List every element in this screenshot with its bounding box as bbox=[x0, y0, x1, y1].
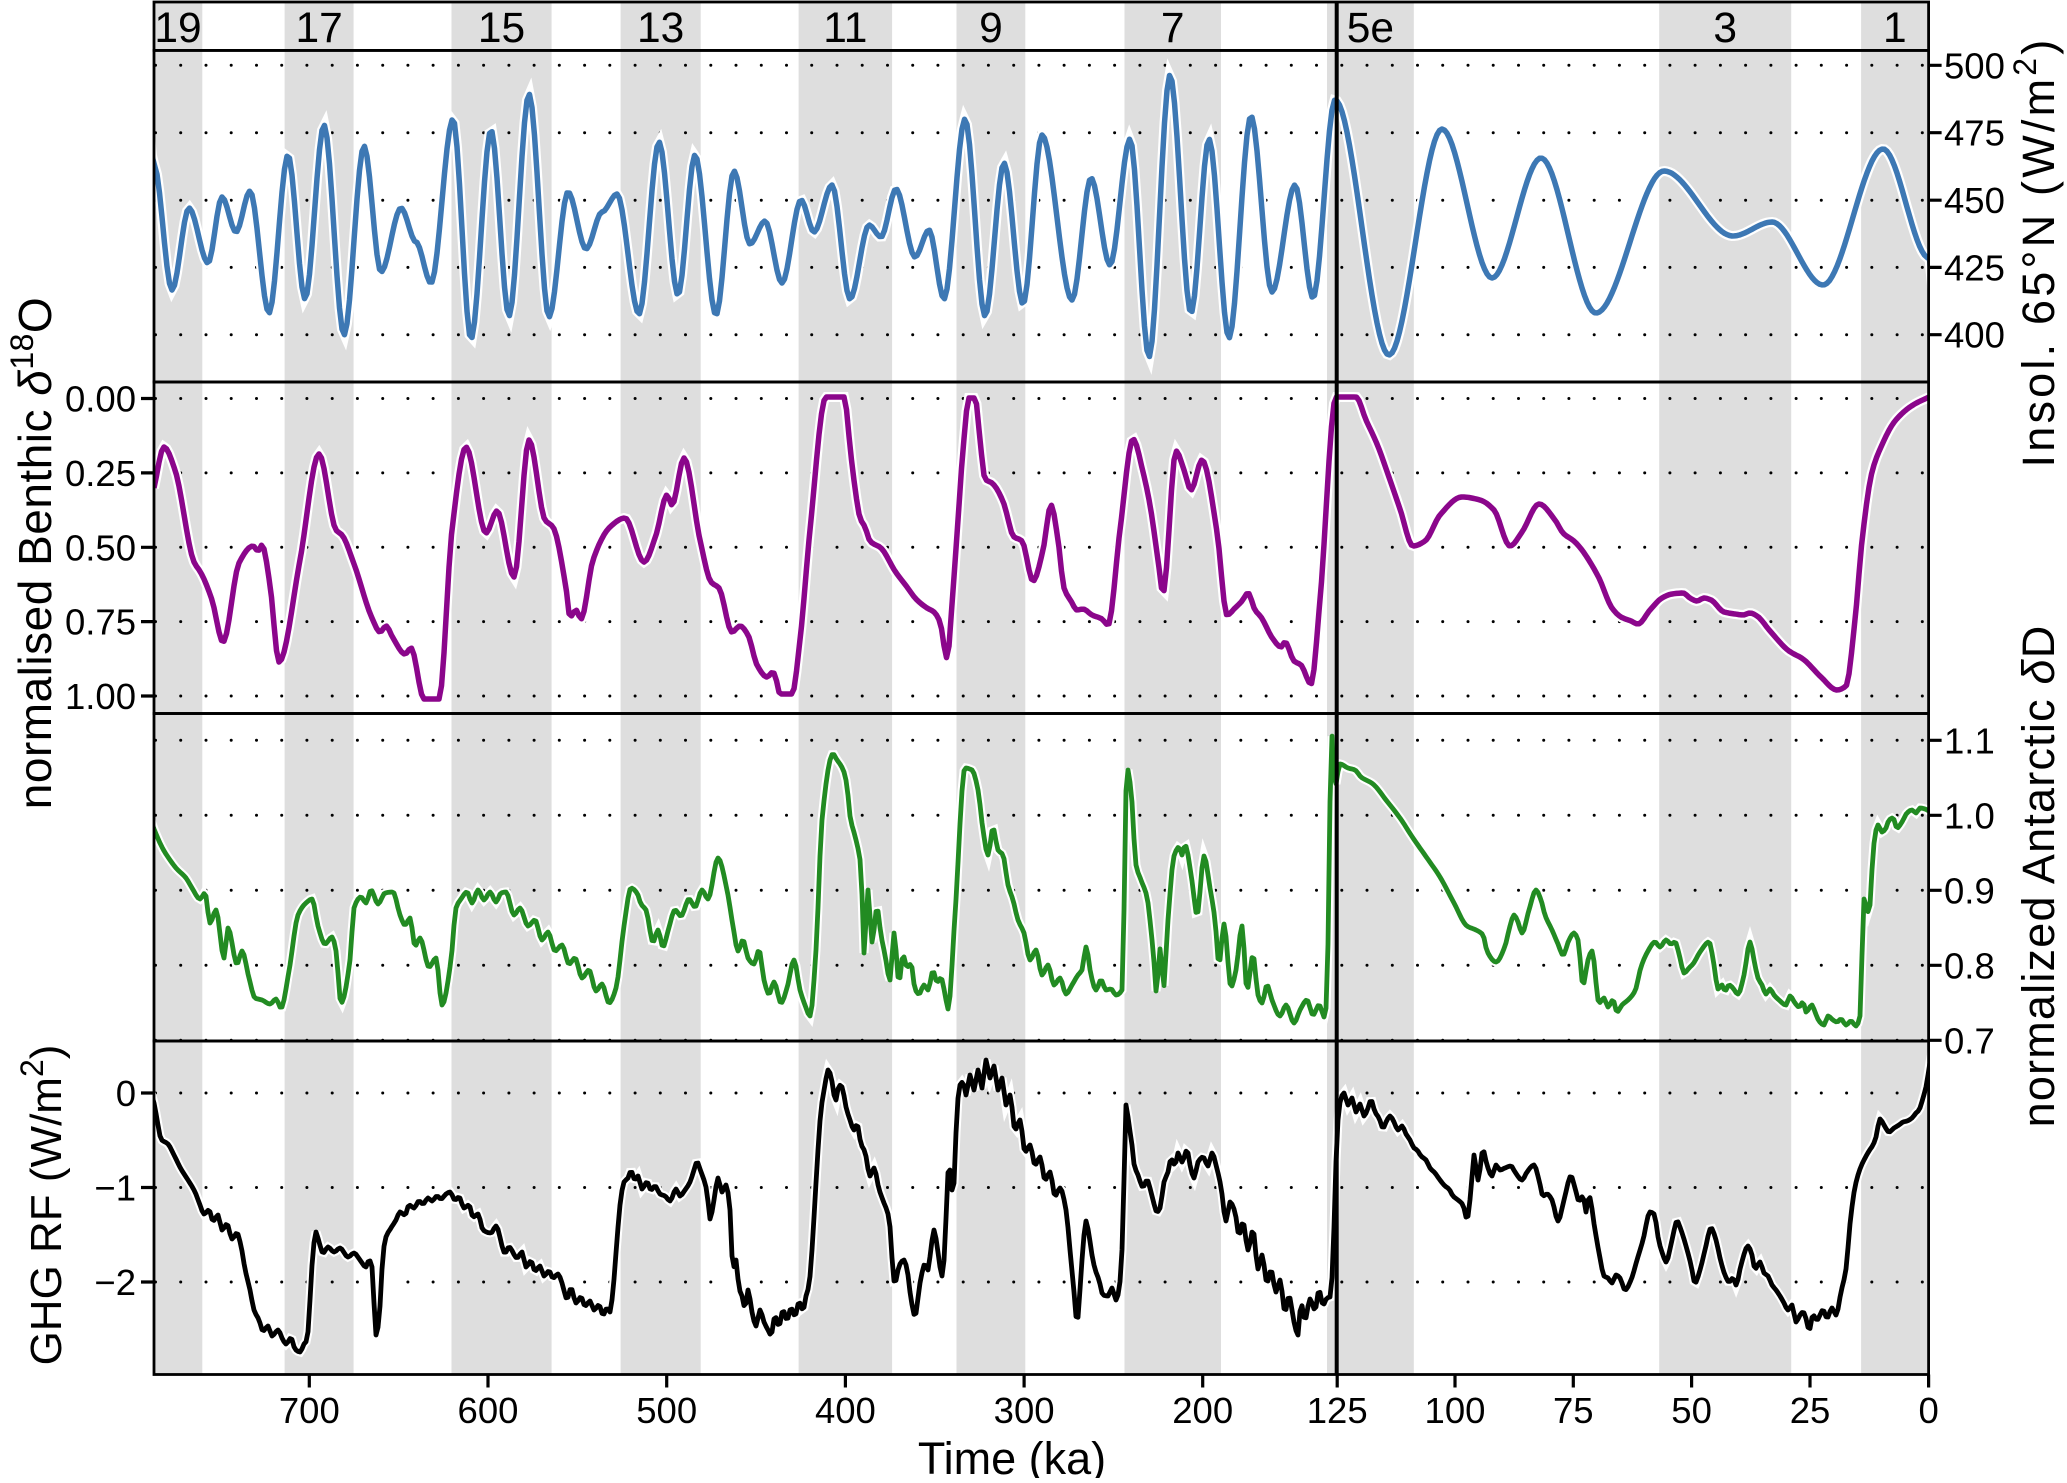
svg-text:0.7: 0.7 bbox=[1944, 1020, 1995, 1061]
svg-text:0.8: 0.8 bbox=[1944, 945, 1995, 986]
svg-text:400: 400 bbox=[1944, 315, 2005, 356]
svg-text:0.25: 0.25 bbox=[65, 453, 136, 494]
svg-text:5e: 5e bbox=[1347, 5, 1394, 52]
svg-text:3: 3 bbox=[1713, 5, 1737, 52]
svg-text:450: 450 bbox=[1944, 180, 2005, 221]
svg-text:1.0: 1.0 bbox=[1944, 795, 1995, 836]
svg-text:19: 19 bbox=[154, 5, 201, 52]
svg-text:normalised Benthic δ18O: normalised Benthic δ18O bbox=[4, 297, 61, 809]
svg-text:9: 9 bbox=[979, 5, 1003, 52]
svg-text:normalized Antarctic δD: normalized Antarctic δD bbox=[2013, 625, 2064, 1128]
svg-text:0.00: 0.00 bbox=[65, 379, 136, 420]
svg-text:0.75: 0.75 bbox=[65, 602, 136, 643]
svg-text:−2: −2 bbox=[94, 1262, 136, 1303]
svg-text:200: 200 bbox=[1172, 1390, 1233, 1431]
svg-text:300: 300 bbox=[994, 1390, 1055, 1431]
svg-text:700: 700 bbox=[279, 1390, 340, 1431]
svg-text:25: 25 bbox=[1790, 1390, 1831, 1431]
svg-text:0: 0 bbox=[1918, 1390, 1938, 1431]
svg-text:Insol. 65°N (W/m2): Insol. 65°N (W/m2) bbox=[2007, 37, 2064, 468]
svg-text:GHG RF (W/m2): GHG RF (W/m2) bbox=[14, 1045, 71, 1366]
svg-text:0: 0 bbox=[116, 1073, 136, 1114]
svg-text:13: 13 bbox=[637, 5, 684, 52]
svg-text:600: 600 bbox=[458, 1390, 519, 1431]
svg-text:400: 400 bbox=[815, 1390, 876, 1431]
svg-text:1.1: 1.1 bbox=[1944, 720, 1995, 761]
svg-text:17: 17 bbox=[295, 5, 342, 52]
svg-text:50: 50 bbox=[1671, 1390, 1712, 1431]
svg-text:1.00: 1.00 bbox=[65, 676, 136, 717]
svg-text:11: 11 bbox=[823, 5, 867, 52]
svg-text:0.9: 0.9 bbox=[1944, 870, 1995, 911]
svg-text:0.50: 0.50 bbox=[65, 527, 136, 568]
svg-text:Time (ka): Time (ka) bbox=[918, 1433, 1106, 1478]
svg-text:1: 1 bbox=[1883, 5, 1907, 52]
svg-text:15: 15 bbox=[478, 5, 525, 52]
svg-text:500: 500 bbox=[1944, 45, 2005, 86]
svg-text:125: 125 bbox=[1307, 1390, 1368, 1431]
svg-text:500: 500 bbox=[636, 1390, 697, 1431]
svg-text:475: 475 bbox=[1944, 113, 2005, 154]
svg-text:425: 425 bbox=[1944, 247, 2005, 288]
svg-text:7: 7 bbox=[1161, 5, 1185, 52]
svg-text:75: 75 bbox=[1553, 1390, 1594, 1431]
svg-text:100: 100 bbox=[1425, 1390, 1486, 1431]
svg-text:−1: −1 bbox=[94, 1168, 136, 1209]
